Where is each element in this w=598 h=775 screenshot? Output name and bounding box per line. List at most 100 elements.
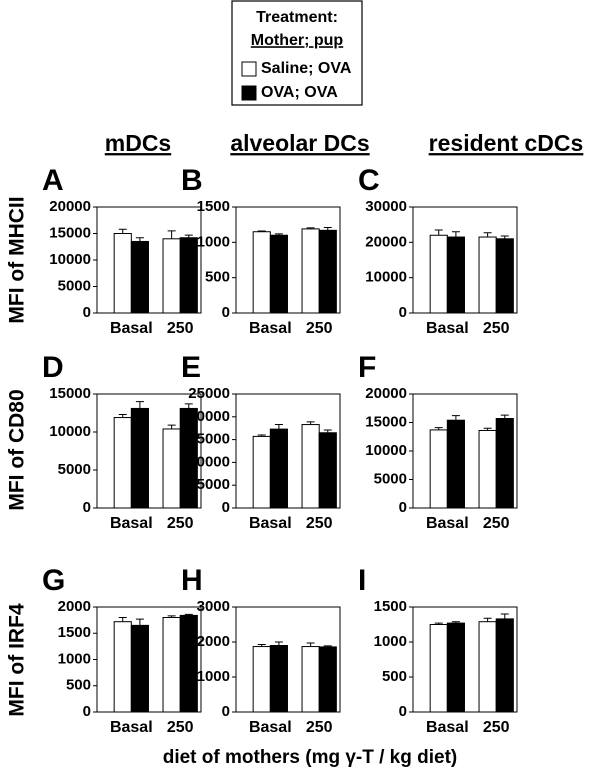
error-bar xyxy=(451,621,460,624)
bar xyxy=(252,435,271,509)
bar xyxy=(318,646,337,713)
y-tick-label: 0 xyxy=(222,304,230,321)
bar xyxy=(162,428,181,509)
bar xyxy=(446,419,465,509)
error-bar xyxy=(135,237,144,242)
error-bar xyxy=(135,401,144,409)
y-tick-label: 1500 xyxy=(374,598,407,615)
column-title: resident cDCs xyxy=(429,130,584,156)
bar xyxy=(301,228,320,314)
y-tick-label: 0 xyxy=(222,703,230,720)
y-tick-label: 20000 xyxy=(188,408,230,425)
error-bar xyxy=(135,618,144,626)
y-tick-label: 15000 xyxy=(188,431,230,448)
error-bar xyxy=(118,228,127,234)
y-tick-label: 0 xyxy=(83,703,91,720)
error-bar xyxy=(184,403,193,409)
bar xyxy=(113,233,132,314)
y-tick-label: 10000 xyxy=(49,423,91,440)
error-bar xyxy=(483,232,492,238)
y-tick-label: 0 xyxy=(83,304,91,321)
bar xyxy=(318,432,337,509)
error-bar xyxy=(167,615,176,618)
y-tick-label: 1500 xyxy=(197,198,230,215)
x-tick-label: Basal xyxy=(249,320,292,337)
y-tick-label: 10000 xyxy=(365,269,407,286)
bar xyxy=(162,238,181,314)
x-tick-label: 250 xyxy=(306,320,333,337)
y-tick-label: 500 xyxy=(205,269,230,286)
y-tick-label: 1000 xyxy=(197,233,230,250)
y-tick-label: 10000 xyxy=(49,251,91,268)
error-bar xyxy=(451,415,460,421)
row-label: MFI of CD80 xyxy=(6,389,29,510)
error-bar xyxy=(323,645,332,647)
x-tick-label: 250 xyxy=(167,719,194,736)
y-tick-label: 0 xyxy=(399,304,407,321)
legend-title: Treatment: xyxy=(256,9,338,26)
bar xyxy=(269,645,288,713)
panel-letter: G xyxy=(42,564,65,597)
y-tick-label: 15000 xyxy=(49,385,91,402)
bar xyxy=(269,428,288,509)
bar xyxy=(130,624,149,713)
column-title: mDCs xyxy=(105,130,171,156)
bar xyxy=(113,417,132,509)
x-tick-label: Basal xyxy=(110,515,153,532)
error-bar xyxy=(274,424,283,430)
x-tick-label: Basal xyxy=(426,719,469,736)
x-tick-label: 250 xyxy=(483,320,510,337)
x-tick-label: Basal xyxy=(249,515,292,532)
x-tick-label: Basal xyxy=(249,719,292,736)
y-tick-label: 2000 xyxy=(197,633,230,650)
y-tick-label: 5000 xyxy=(197,476,230,493)
row-label: MFI of IRF4 xyxy=(6,603,29,716)
plot-frame xyxy=(235,393,341,509)
error-bar xyxy=(118,617,127,622)
y-tick-label: 0 xyxy=(222,499,230,516)
y-tick-label: 20000 xyxy=(49,198,91,215)
error-bar xyxy=(306,642,315,647)
y-tick-label: 0 xyxy=(83,499,91,516)
error-bar xyxy=(306,227,315,229)
panel-letter: A xyxy=(42,164,64,197)
error-bar xyxy=(434,622,443,625)
x-tick-label: 250 xyxy=(306,719,333,736)
error-bar xyxy=(500,613,509,619)
x-tick-label: Basal xyxy=(426,320,469,337)
bar xyxy=(478,429,497,509)
y-tick-label: 5000 xyxy=(58,461,91,478)
error-bar xyxy=(257,643,266,647)
panel-letter: B xyxy=(181,164,203,197)
bar xyxy=(162,617,181,713)
panel-letter: C xyxy=(358,164,380,197)
bar xyxy=(495,238,514,314)
bar xyxy=(429,234,448,314)
error-bar xyxy=(184,234,193,238)
error-bar xyxy=(323,226,332,231)
y-tick-label: 0 xyxy=(399,499,407,516)
column-title: alveolar DCs xyxy=(230,130,369,156)
y-tick-label: 1000 xyxy=(58,650,91,667)
y-tick-label: 2000 xyxy=(58,598,91,615)
y-tick-label: 1000 xyxy=(374,633,407,650)
error-bar xyxy=(500,235,509,239)
bar xyxy=(130,240,149,314)
x-tick-label: Basal xyxy=(426,515,469,532)
error-bar xyxy=(167,230,176,239)
y-tick-label: 0 xyxy=(399,703,407,720)
error-bar xyxy=(274,641,283,646)
legend-swatch xyxy=(241,85,257,101)
y-tick-label: 5000 xyxy=(374,470,407,487)
x-tick-label: 250 xyxy=(167,320,194,337)
bar xyxy=(252,231,271,314)
error-bar xyxy=(434,427,443,430)
y-tick-label: 15000 xyxy=(365,413,407,430)
bar xyxy=(446,622,465,713)
panel-letter: I xyxy=(358,564,366,597)
y-tick-label: 30000 xyxy=(365,198,407,215)
x-axis-label: diet of mothers (mg γ-T / kg diet) xyxy=(163,747,458,768)
x-tick-label: 250 xyxy=(483,719,510,736)
legend-swatch xyxy=(241,61,257,77)
